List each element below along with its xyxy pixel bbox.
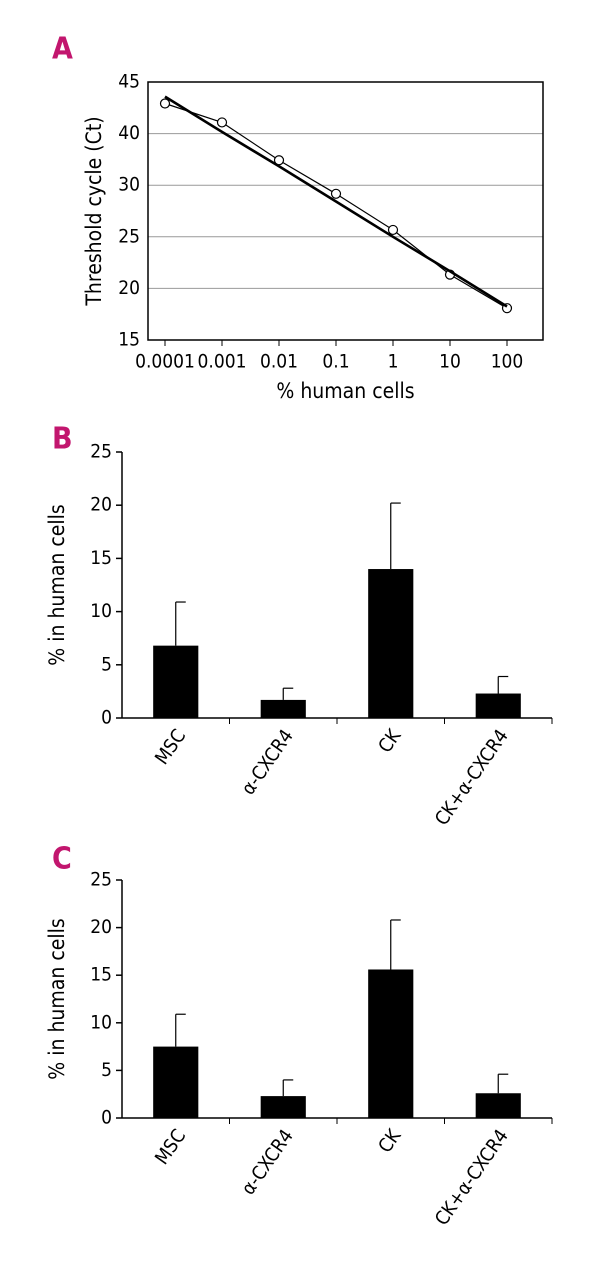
y-tick-label: 0 — [101, 1107, 112, 1129]
y-tick-label: 5 — [101, 1059, 112, 1081]
x-tick-label: 0.0001 — [135, 351, 195, 373]
bar — [260, 699, 306, 718]
data-point — [216, 117, 228, 128]
y-axis-label: % in human cells — [45, 504, 69, 665]
bar — [475, 1093, 521, 1118]
y-tick-label: 40 — [118, 122, 140, 144]
y-tick-label: 15 — [90, 547, 112, 569]
data-point — [387, 224, 399, 236]
y-tick-label: 25 — [90, 441, 112, 463]
y-tick-label: 25 — [90, 869, 112, 891]
x-tick-label: CK — [374, 1125, 406, 1157]
bar — [368, 969, 414, 1118]
x-tick-label: CK+α-CXCR4 — [431, 1125, 513, 1229]
y-tick-label: 20 — [118, 277, 140, 299]
bar — [475, 693, 521, 718]
x-axis-label: % human cells — [276, 379, 414, 403]
x-tick-label: CK — [374, 725, 406, 757]
data-point — [330, 188, 342, 199]
x-tick-label: 1 — [388, 351, 399, 373]
y-tick-label: 25 — [118, 225, 140, 247]
bar — [260, 1096, 306, 1118]
data-point — [273, 155, 285, 166]
panel-label: C — [52, 842, 72, 877]
x-tick-label: 100 — [491, 351, 524, 373]
x-tick-label: MSC — [151, 1125, 191, 1168]
y-axis-label: % in human cells — [45, 918, 69, 1079]
x-tick-label: CK+α-CXCR4 — [431, 725, 513, 829]
y-tick-label: 10 — [90, 1011, 112, 1033]
y-tick-label: 15 — [118, 329, 140, 351]
x-tick-label: α-CXCR4 — [237, 725, 298, 799]
panel-label: B — [52, 422, 73, 457]
x-tick-label: 0.1 — [322, 351, 349, 373]
y-tick-label: 20 — [90, 494, 112, 516]
bar — [153, 645, 199, 718]
x-tick-label: 0.01 — [260, 351, 298, 373]
x-tick-label: MSC — [151, 725, 191, 768]
series-line — [164, 102, 508, 309]
y-tick-label: 0 — [101, 707, 112, 729]
bar — [368, 569, 414, 718]
y-tick-label: 20 — [90, 916, 112, 938]
y-tick-label: 10 — [90, 600, 112, 622]
plot-frame — [147, 81, 544, 341]
x-tick-label: 10 — [439, 351, 461, 373]
bar — [153, 1046, 199, 1118]
y-tick-label: 5 — [101, 653, 112, 675]
x-tick-label: 0.001 — [198, 351, 247, 373]
data-point — [159, 98, 171, 109]
x-tick-label: α-CXCR4 — [237, 1125, 298, 1199]
y-tick-label: 45 — [118, 71, 140, 93]
y-tick-label: 15 — [90, 964, 112, 986]
y-tick-label: 30 — [118, 174, 140, 196]
series-line — [164, 95, 508, 308]
y-axis-label: Threshold cycle (Ct) — [82, 116, 106, 306]
panel-label: A — [52, 32, 73, 67]
